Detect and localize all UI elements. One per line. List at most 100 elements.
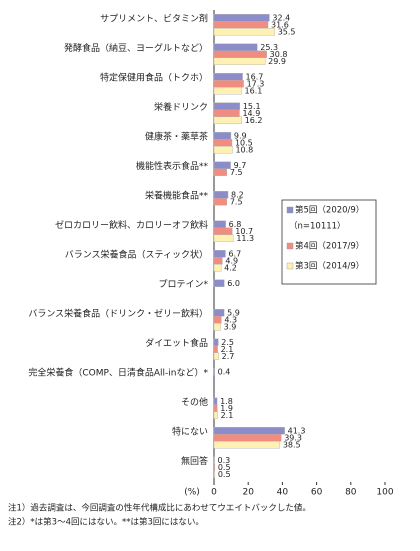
category-label: 栄養機能食品** bbox=[145, 189, 209, 201]
value-label: 2.1 bbox=[221, 345, 234, 354]
value-label: 16.1 bbox=[245, 86, 263, 95]
value-label: 30.8 bbox=[270, 50, 288, 59]
bar bbox=[213, 323, 221, 331]
value-label: 4.3 bbox=[224, 315, 237, 324]
value-label: 6.7 bbox=[228, 249, 241, 258]
bar bbox=[213, 264, 222, 272]
legend-swatch bbox=[286, 242, 294, 250]
bar bbox=[213, 21, 269, 29]
value-label: 39.3 bbox=[284, 433, 302, 442]
value-label: 5.9 bbox=[227, 308, 240, 317]
value-label: 32.4 bbox=[272, 13, 290, 22]
bar bbox=[213, 87, 242, 95]
bar bbox=[213, 352, 219, 360]
value-label: 17.3 bbox=[247, 79, 265, 88]
note: 注1）過去調査は、今回調査の性年代構成比にあわせてウエイトバックした値。 bbox=[8, 503, 311, 514]
bar bbox=[213, 57, 266, 65]
category-label: 健康茶・薬草茶 bbox=[145, 130, 208, 142]
x-tick-label: 20 bbox=[242, 488, 254, 498]
category-label: 特にない bbox=[172, 425, 208, 437]
value-label: 16.7 bbox=[246, 72, 264, 81]
bar bbox=[213, 168, 228, 176]
value-label: 14.9 bbox=[242, 109, 260, 118]
category-label: 栄養ドリンク bbox=[154, 101, 208, 113]
value-label: 2.7 bbox=[222, 352, 235, 361]
value-label: 4.9 bbox=[225, 256, 238, 265]
value-label: 0.5 bbox=[218, 463, 231, 472]
legend-swatch bbox=[286, 206, 294, 214]
category-label: バランス栄養食品（ドリンク・ゼリー飲料） bbox=[28, 307, 208, 319]
legend-note: （n=10111） bbox=[289, 221, 346, 232]
bar bbox=[213, 250, 226, 258]
bar bbox=[213, 368, 215, 376]
bar bbox=[213, 28, 275, 36]
value-label: 10.5 bbox=[235, 138, 253, 147]
bar bbox=[213, 345, 218, 353]
bar bbox=[213, 109, 240, 117]
bar bbox=[213, 139, 233, 147]
bar bbox=[213, 146, 233, 154]
value-label: 4.2 bbox=[224, 263, 237, 272]
value-label: 3.9 bbox=[224, 322, 237, 331]
category-label: サプリメント、ビタミン剤 bbox=[100, 12, 208, 24]
category-label: その他 bbox=[181, 396, 208, 408]
value-label: 29.9 bbox=[268, 57, 286, 66]
bar bbox=[213, 116, 242, 124]
value-label: 1.8 bbox=[220, 397, 233, 406]
bar bbox=[213, 80, 244, 88]
x-tick-label: 100 bbox=[376, 488, 393, 498]
category-label: 機能性表示食品** bbox=[136, 160, 209, 172]
x-tick-label: 60 bbox=[311, 488, 323, 498]
legend-label: 第5回（2020/9） bbox=[295, 205, 364, 216]
bar bbox=[213, 309, 225, 317]
bar bbox=[213, 397, 218, 405]
bar bbox=[213, 441, 281, 449]
value-label: 10.7 bbox=[235, 227, 253, 236]
value-label: 25.3 bbox=[260, 43, 278, 52]
value-label: 35.5 bbox=[278, 27, 296, 36]
value-label: 15.1 bbox=[243, 102, 261, 111]
category-label: 発酵食品（納豆、ヨーグルトなど） bbox=[64, 42, 208, 54]
bar bbox=[213, 427, 285, 435]
bar bbox=[213, 338, 219, 346]
bar bbox=[213, 191, 229, 199]
bar bbox=[213, 411, 218, 419]
value-label: 1.9 bbox=[220, 404, 233, 413]
bar bbox=[213, 279, 225, 287]
bar bbox=[213, 470, 216, 478]
value-label: 9.9 bbox=[234, 131, 247, 140]
value-label: 10.8 bbox=[235, 145, 253, 154]
bar bbox=[213, 404, 218, 412]
x-tick-label: 40 bbox=[277, 488, 289, 498]
bar bbox=[213, 14, 270, 22]
bar bbox=[213, 434, 282, 442]
legend-swatch bbox=[286, 262, 294, 270]
category-label: ダイエット食品 bbox=[145, 337, 208, 349]
value-label: 6.0 bbox=[227, 279, 240, 288]
bar bbox=[213, 227, 233, 235]
value-label: 8.2 bbox=[231, 190, 244, 199]
bar bbox=[213, 257, 223, 265]
bar bbox=[213, 456, 215, 464]
legend-label: 第4回（2017/9） bbox=[295, 241, 364, 252]
x-tick-label: 80 bbox=[345, 488, 357, 498]
bar bbox=[213, 198, 228, 206]
value-label: 2.5 bbox=[221, 338, 234, 347]
category-label: 無回答 bbox=[181, 455, 208, 467]
x-unit-label: (%) bbox=[184, 488, 200, 498]
x-tick-label: 0 bbox=[211, 488, 217, 498]
bar bbox=[213, 73, 243, 81]
bar bbox=[213, 316, 222, 324]
bar bbox=[213, 132, 232, 140]
value-label: 11.3 bbox=[236, 234, 254, 243]
bar bbox=[213, 102, 241, 110]
category-label: ゼロカロリー飲料、カロリーオフ飲料 bbox=[55, 219, 208, 231]
legend-box bbox=[281, 199, 377, 285]
category-label: 完全栄養食（COMP、日清食品All-inなど）* bbox=[28, 366, 208, 378]
bar bbox=[213, 220, 226, 228]
value-label: 31.6 bbox=[271, 20, 289, 29]
bar bbox=[213, 43, 258, 51]
value-label: 38.5 bbox=[283, 440, 301, 449]
note: 注2）*は第3～4回にはない。**は第3回にはない。 bbox=[8, 517, 204, 528]
